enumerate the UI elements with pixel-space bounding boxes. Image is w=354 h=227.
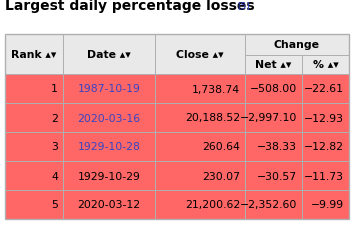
Text: 1,738.74: 1,738.74 <box>192 84 240 94</box>
Text: 1: 1 <box>51 84 58 94</box>
Text: −38.33: −38.33 <box>257 142 297 152</box>
Text: 1929-10-28: 1929-10-28 <box>78 142 141 152</box>
Text: Date ▴▾: Date ▴▾ <box>87 50 131 60</box>
Bar <box>302 75 349 104</box>
Bar <box>5 104 63 132</box>
Bar <box>302 104 349 132</box>
Bar <box>63 35 155 75</box>
Text: −12.82: −12.82 <box>304 142 344 152</box>
Text: 2020-03-12: 2020-03-12 <box>78 200 141 210</box>
Text: −2,997.10: −2,997.10 <box>240 113 297 123</box>
Bar <box>63 161 155 190</box>
Bar <box>302 161 349 190</box>
Text: −508.00: −508.00 <box>250 84 297 94</box>
Text: −2,352.60: −2,352.60 <box>240 200 297 210</box>
Text: −30.57: −30.57 <box>257 171 297 181</box>
Text: 260.64: 260.64 <box>202 142 240 152</box>
Bar <box>5 35 63 75</box>
Bar <box>63 75 155 104</box>
Bar <box>302 56 349 75</box>
Text: 1929-10-29: 1929-10-29 <box>78 171 141 181</box>
Bar <box>155 161 245 190</box>
Text: 4: 4 <box>51 171 58 181</box>
Bar <box>245 190 302 219</box>
Text: Largest daily percentage losses: Largest daily percentage losses <box>5 0 255 13</box>
Text: −22.61: −22.61 <box>304 84 344 94</box>
Text: Change: Change <box>274 40 320 50</box>
Bar <box>245 161 302 190</box>
Text: 21,200.62: 21,200.62 <box>185 200 240 210</box>
Bar <box>5 35 349 219</box>
Bar <box>63 132 155 161</box>
Text: 20,188.52: 20,188.52 <box>185 113 240 123</box>
Bar <box>155 132 245 161</box>
Bar <box>63 190 155 219</box>
Bar <box>245 104 302 132</box>
Bar <box>155 35 245 75</box>
Text: [5]: [5] <box>237 1 250 10</box>
Bar <box>302 132 349 161</box>
Text: Rank ▴▾: Rank ▴▾ <box>11 50 57 60</box>
Text: −9.99: −9.99 <box>311 200 344 210</box>
Bar <box>155 104 245 132</box>
Bar <box>245 132 302 161</box>
Text: −11.73: −11.73 <box>304 171 344 181</box>
Bar <box>5 75 63 104</box>
Bar <box>245 75 302 104</box>
Bar <box>155 190 245 219</box>
Bar <box>302 190 349 219</box>
Text: 2: 2 <box>51 113 58 123</box>
Bar <box>5 161 63 190</box>
Text: 230.07: 230.07 <box>202 171 240 181</box>
Bar <box>245 56 302 75</box>
Bar <box>155 75 245 104</box>
Bar <box>63 104 155 132</box>
Text: 2020-03-16: 2020-03-16 <box>78 113 141 123</box>
Text: Net ▴▾: Net ▴▾ <box>255 60 292 70</box>
Text: −12.93: −12.93 <box>304 113 344 123</box>
Text: Close ▴▾: Close ▴▾ <box>176 50 224 60</box>
Text: 3: 3 <box>51 142 58 152</box>
Bar <box>5 190 63 219</box>
Text: % ▴▾: % ▴▾ <box>313 60 338 70</box>
Text: 1987-10-19: 1987-10-19 <box>78 84 141 94</box>
Text: 5: 5 <box>51 200 58 210</box>
Bar <box>245 35 349 56</box>
Bar <box>5 132 63 161</box>
